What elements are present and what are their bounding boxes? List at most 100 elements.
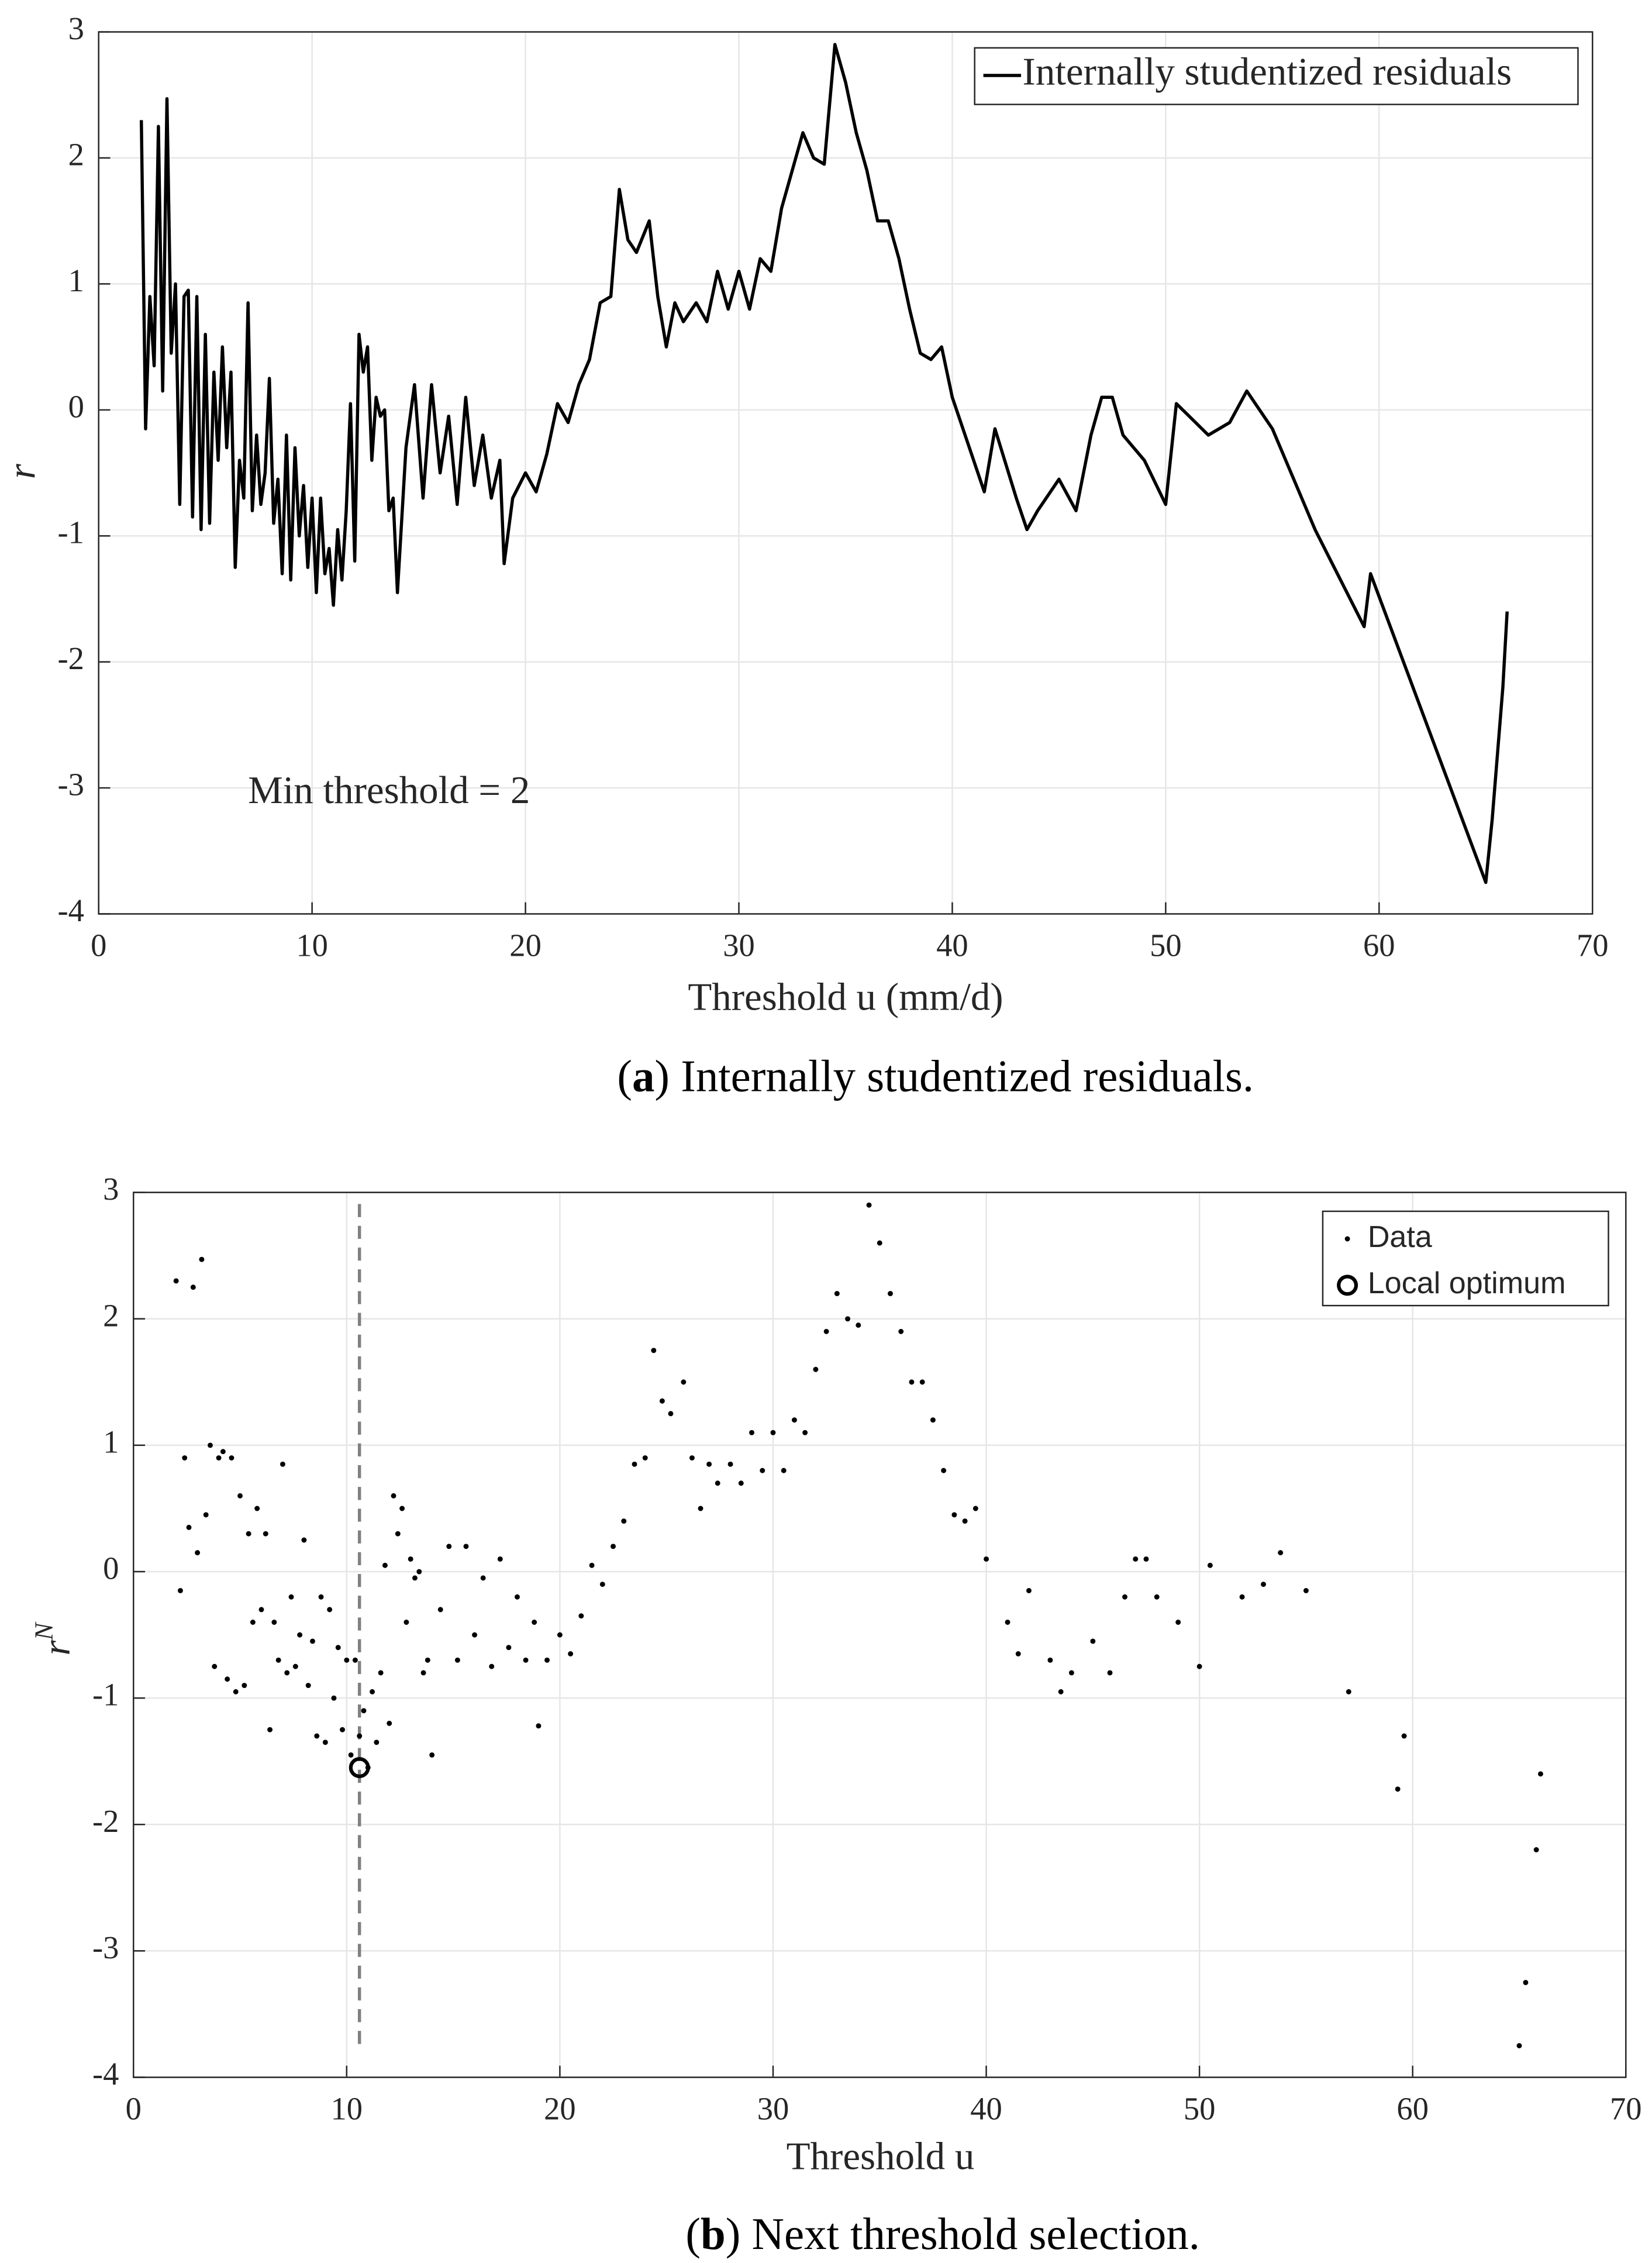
y-tick-label: -1 [92,1677,119,1713]
data-point [1261,1582,1266,1587]
data-point [378,1670,384,1676]
x-tick-label: 30 [723,928,755,963]
data-point [280,1461,285,1467]
data-point [738,1480,744,1486]
data-point [1401,1733,1407,1739]
data-point [659,1398,665,1404]
y-tick-label: -2 [57,640,84,676]
data-point [246,1531,251,1537]
data-point [327,1607,333,1613]
data-point [472,1632,478,1638]
y-tick-label: 2 [103,1297,119,1333]
data-point [706,1461,712,1467]
y-tick-label: 3 [68,11,84,46]
data-point [420,1670,426,1676]
data-point [425,1657,430,1663]
x-tick-label: 50 [1150,928,1182,963]
caption-part: ( [685,2208,701,2258]
legend-label: Data [1368,1220,1432,1254]
data-point [250,1620,256,1625]
data-point [1107,1670,1113,1676]
data-point [1516,2043,1522,2048]
data-point [1122,1594,1127,1600]
data-point [348,1752,354,1758]
data-point [1058,1689,1064,1694]
data-point [361,1708,367,1714]
y-tick-label: -4 [92,2056,119,2092]
data-point [802,1430,808,1435]
data-point [1005,1620,1010,1625]
data-point [523,1657,529,1663]
y-tick-label: 1 [68,263,84,298]
data-point [301,1537,307,1543]
data-point [344,1657,350,1663]
data-point [1090,1638,1096,1644]
x-tick-label: 0 [126,2091,142,2127]
data-point [216,1455,222,1461]
data-point [305,1683,311,1689]
data-point [310,1638,315,1644]
data-point [391,1493,396,1499]
data-point [749,1430,754,1435]
data-point [919,1379,925,1385]
data-point [689,1455,695,1461]
data-point [681,1379,687,1385]
data-point [203,1512,209,1518]
data-point [1523,1979,1529,1985]
data-point [357,1733,363,1739]
data-point [888,1291,893,1297]
data-point [544,1657,550,1663]
y-axis-label-sup: N [29,1621,58,1641]
data-point [632,1461,637,1467]
data-point [182,1455,188,1461]
caption-part: ) Next threshold selection. [726,2208,1200,2258]
x-tick-label: 10 [331,2091,363,2127]
optimum-marker [349,1757,370,1779]
legend-label: Internally studentized residuals [1023,50,1512,93]
y-tick-label: -4 [57,893,84,928]
y-axis-label-main: r [36,1639,79,1655]
x-tick-label: 70 [1610,2091,1642,2127]
data-point [813,1366,819,1372]
data-point [322,1740,328,1745]
data-point [1133,1556,1139,1562]
data-point [727,1461,733,1467]
data-point [233,1689,239,1694]
data-point [258,1607,264,1613]
data-line [139,43,1509,884]
data-point [1154,1594,1160,1600]
data-point [611,1544,616,1549]
data-point [263,1531,268,1537]
legend-box [1322,1210,1609,1307]
data-point [1537,1771,1543,1777]
data-point [254,1506,260,1511]
data-point [715,1480,720,1486]
data-point [403,1620,409,1625]
data-point [220,1449,226,1455]
x-tick-label: 20 [509,928,542,963]
data-point [1196,1663,1202,1669]
data-point [760,1468,765,1473]
data-point [370,1689,375,1694]
data-point [186,1524,192,1530]
data-point [387,1720,392,1726]
data-point [589,1562,595,1568]
x-axis-label: Threshold u (mm/d) [688,976,1003,1019]
annotation: Min threshold = 2 [248,769,530,812]
y-tick-label: 0 [103,1551,119,1586]
data-point [284,1670,290,1676]
data-point [195,1550,201,1556]
data-point [1068,1670,1074,1676]
y-axis-label: rN [29,1621,79,1655]
data-point [984,1556,989,1562]
caption-part: ( [617,1050,632,1101]
caption: (a) Internally studentized residuals. [617,1050,1254,1101]
data-point [866,1202,872,1208]
plot-area [133,1192,1626,2078]
data-point [621,1518,627,1524]
plot-frame [98,31,1594,915]
y-tick-label: -3 [57,767,84,802]
legend-box [974,47,1579,105]
y-axis-label: r [1,463,44,479]
